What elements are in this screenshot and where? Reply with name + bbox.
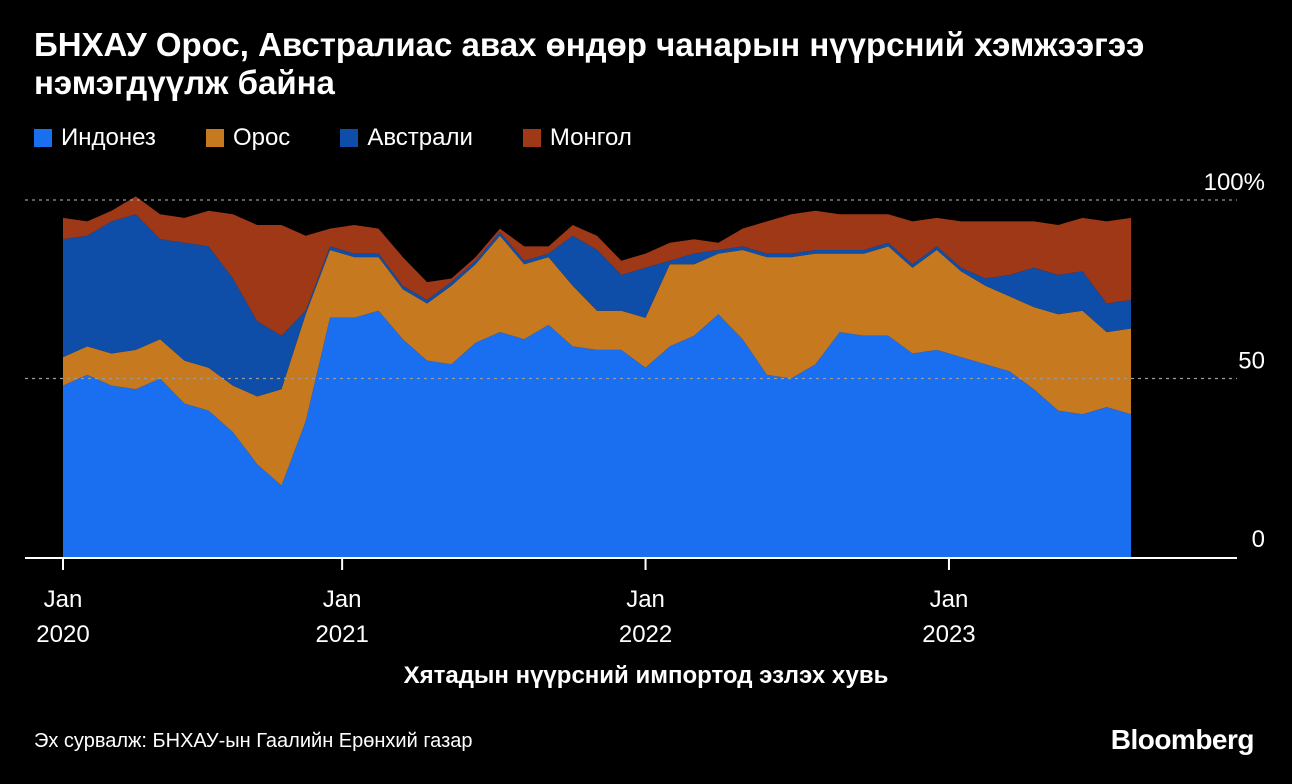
legend-item-russia: Орос (205, 124, 291, 152)
x-tick-label-year-3: 2023 (922, 621, 975, 648)
x-tick-label-month-3: Jan (930, 586, 969, 613)
legend-label-australia: Австрали (367, 124, 473, 151)
x-tick-label-year-0: 2020 (36, 621, 89, 648)
bloomberg-logo: Bloomberg (1110, 724, 1255, 755)
x-tick-label-month-1: Jan (323, 586, 362, 613)
legend-swatch-mongolia (522, 129, 541, 147)
x-axis-caption: Хятадын нүүрсний импортод эзлэх хувь (403, 662, 889, 689)
source-note: Эх сурвалж: БНХАУ-ын Гаалийн Ерөнхий газ… (34, 730, 473, 752)
area-series-1 (63, 235, 1131, 486)
y-tick-label-1: 50 (1238, 348, 1265, 375)
x-tick-label-year-1: 2021 (315, 621, 368, 648)
y-tick-label-0: 0 (1252, 526, 1265, 553)
legend-label-indonesia: Индонез (61, 124, 156, 151)
legend: Индонез Орос Австрали Монгол (34, 124, 682, 152)
legend-label-mongolia: Монгол (549, 124, 632, 151)
legend-item-australia: Австрали (340, 124, 473, 152)
legend-item-mongolia: Монгол (522, 124, 632, 152)
y-tick-label-2: 100% (1204, 169, 1265, 196)
area-series-2 (63, 214, 1131, 397)
legend-swatch-indonesia (34, 129, 52, 147)
legend-label-russia: Орос (232, 124, 291, 151)
legend-item-indonesia: Индонез (34, 124, 156, 152)
x-tick-label-month-0: Jan (44, 586, 83, 613)
x-tick-label-month-2: Jan (626, 586, 665, 613)
area-series-0 (63, 310, 1131, 557)
chart-title: БНХАУ Орос, Австралиас авах өндөр чанары… (34, 26, 1145, 101)
legend-swatch-australia (340, 129, 359, 147)
x-tick-label-year-2: 2022 (619, 621, 672, 648)
legend-swatch-russia (205, 129, 224, 147)
area-series-3 (63, 196, 1131, 336)
